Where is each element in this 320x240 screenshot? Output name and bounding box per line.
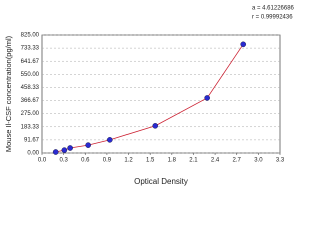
x-tick-label: 0.9 bbox=[103, 158, 112, 164]
y-axis-label: Mouse Il-CSF concentration(pg/ml) bbox=[4, 35, 13, 152]
y-tick-label: 733.33 bbox=[21, 46, 40, 52]
data-point bbox=[85, 142, 91, 148]
data-point bbox=[52, 149, 59, 155]
data-point bbox=[61, 147, 68, 153]
x-tick-label: 2.4 bbox=[211, 158, 220, 164]
x-tick-label: 1.2 bbox=[124, 158, 133, 164]
x-tick-label: 1.5 bbox=[146, 158, 155, 164]
x-tick-label: 3.3 bbox=[276, 158, 285, 164]
annotation: r = 0.99992436 bbox=[252, 15, 293, 21]
y-tick-label: 91.67 bbox=[24, 137, 40, 143]
plot-area bbox=[41, 34, 281, 154]
data-point bbox=[152, 123, 159, 129]
chart: Optical Density Mouse Il-CSF concentrati… bbox=[3, 5, 295, 187]
data-point bbox=[240, 41, 247, 48]
x-tick-label: 0.6 bbox=[81, 158, 90, 164]
y-tick-label: 275.00 bbox=[21, 111, 40, 117]
y-tick-label: 183.33 bbox=[21, 124, 40, 130]
data-point bbox=[204, 95, 210, 101]
y-tick-label: 0.00 bbox=[27, 151, 39, 157]
y-tick-label: 458.33 bbox=[21, 85, 40, 91]
y-tick-label: 550.00 bbox=[21, 72, 40, 78]
x-tick-label: 0.3 bbox=[59, 158, 68, 164]
data-point bbox=[106, 137, 113, 143]
x-tick-label: 2.7 bbox=[233, 158, 242, 164]
data-point bbox=[67, 145, 73, 151]
x-tick-label: 1.8 bbox=[168, 158, 177, 164]
y-tick-label: 641.67 bbox=[21, 59, 40, 65]
x-tick-label: 0.0 bbox=[38, 158, 47, 164]
x-tick-label: 3.0 bbox=[254, 158, 263, 164]
y-tick-label: 825.00 bbox=[21, 33, 40, 39]
y-tick-label: 366.67 bbox=[21, 98, 40, 104]
x-tick-label: 2.1 bbox=[189, 158, 198, 164]
x-axis-label: Optical Density bbox=[134, 177, 188, 186]
annotation: a = 4.61226686 bbox=[252, 6, 295, 12]
